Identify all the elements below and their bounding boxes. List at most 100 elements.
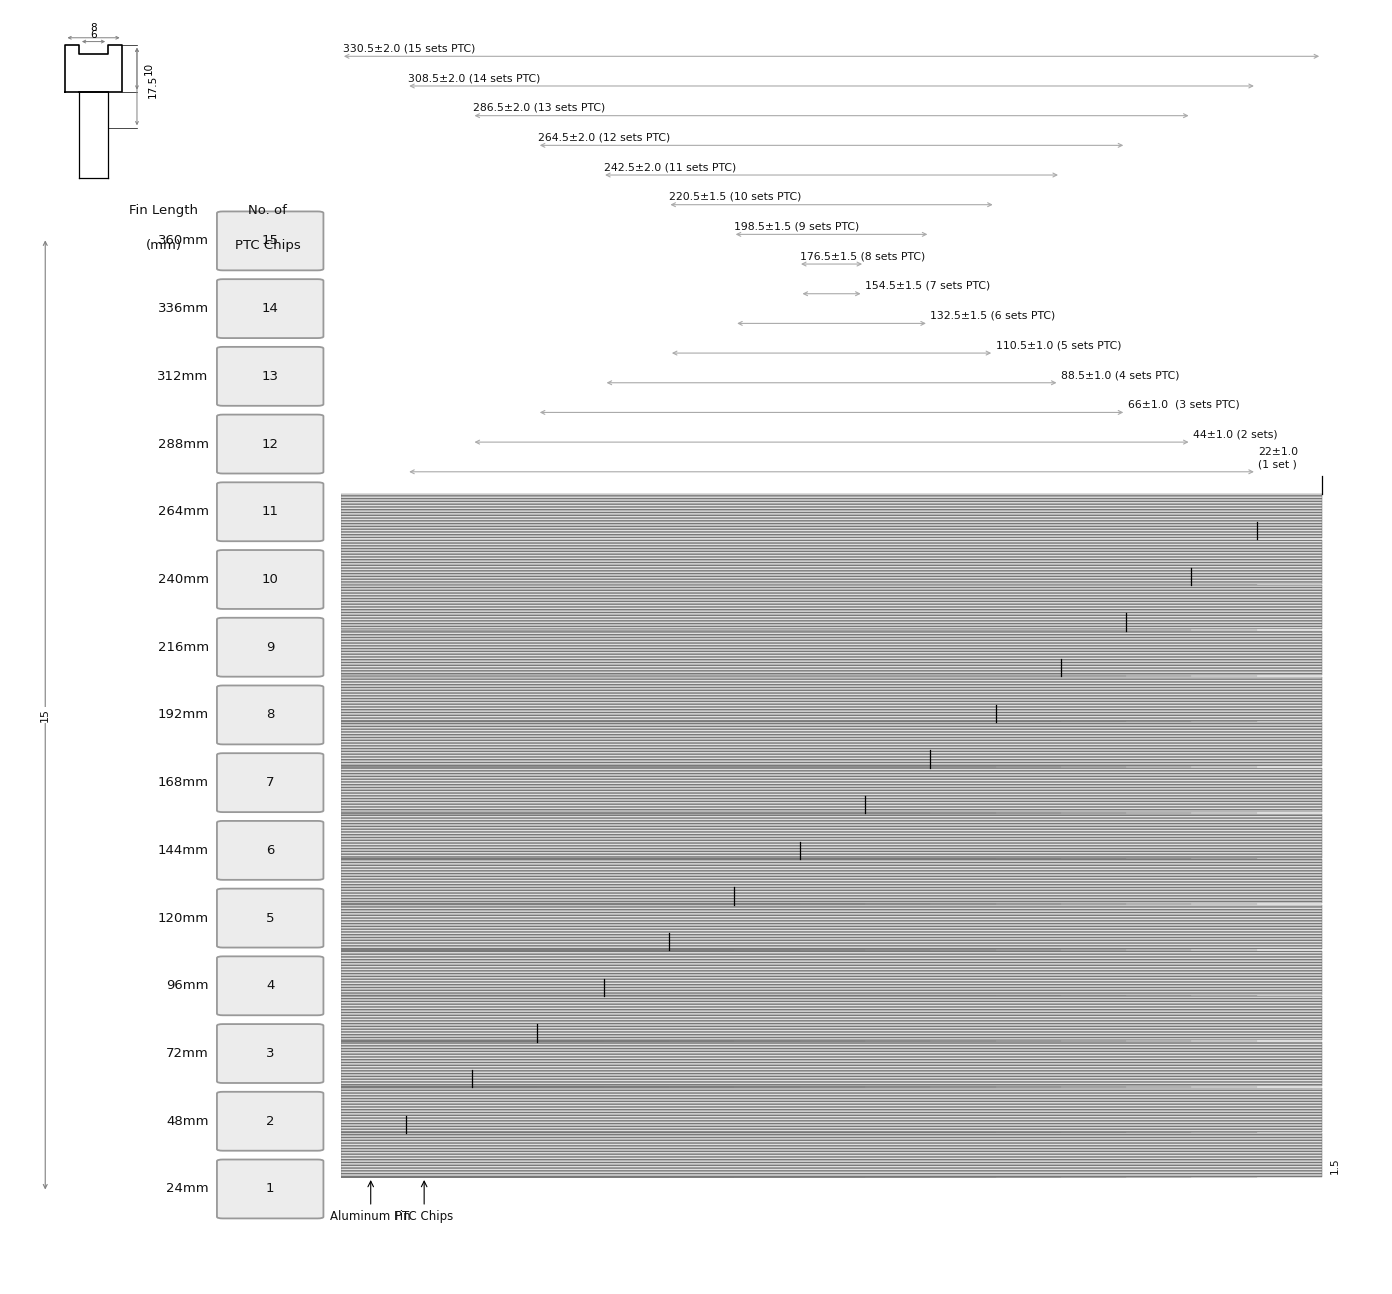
Bar [341, 1042, 995, 1086]
Bar [341, 722, 1322, 766]
Bar [341, 814, 995, 858]
Bar [341, 677, 1257, 721]
Text: 22±1.0
(1 set ): 22±1.0 (1 set ) [1258, 448, 1299, 468]
Bar [341, 996, 1126, 1040]
FancyBboxPatch shape [217, 686, 323, 744]
Bar [341, 859, 1126, 903]
Bar [341, 1042, 1126, 1086]
Bar [341, 859, 930, 903]
Bar [341, 722, 1061, 766]
Bar [341, 677, 1322, 721]
Bar [341, 677, 1192, 721]
Text: (mm): (mm) [146, 239, 182, 252]
Text: 7: 7 [266, 776, 274, 789]
Bar [341, 996, 1192, 1040]
Bar [341, 722, 1192, 766]
Bar [341, 905, 1061, 949]
Text: 10: 10 [262, 573, 278, 586]
Bar [341, 769, 1061, 811]
Bar [341, 1134, 472, 1178]
Bar [341, 1042, 864, 1086]
Bar [341, 951, 735, 995]
Bar [341, 1042, 930, 1086]
Text: 308.5±2.0 (14 sets PTC): 308.5±2.0 (14 sets PTC) [408, 74, 540, 83]
Bar [341, 814, 864, 858]
Text: 10: 10 [145, 62, 155, 75]
Bar [341, 1042, 1322, 1086]
Bar [341, 769, 1322, 811]
Bar [341, 722, 1126, 766]
FancyBboxPatch shape [217, 211, 323, 270]
Text: 176.5±1.5 (8 sets PTC): 176.5±1.5 (8 sets PTC) [799, 251, 924, 261]
Bar [341, 585, 1192, 629]
Text: 88.5±1.0 (4 sets PTC): 88.5±1.0 (4 sets PTC) [1061, 370, 1179, 380]
Bar [341, 1088, 472, 1131]
Bar [341, 1088, 670, 1131]
Text: 198.5±1.5 (9 sets PTC): 198.5±1.5 (9 sets PTC) [735, 221, 860, 232]
Bar [341, 859, 1322, 903]
Bar [341, 1134, 1192, 1178]
Bar [341, 1042, 799, 1086]
Bar [341, 631, 1192, 675]
Text: 6: 6 [90, 30, 97, 40]
Bar [341, 631, 1126, 675]
Bar [341, 1088, 1257, 1131]
Text: 110.5±1.0 (5 sets PTC): 110.5±1.0 (5 sets PTC) [995, 340, 1121, 351]
Bar [341, 722, 995, 766]
Bar [341, 1134, 1257, 1178]
Bar [341, 540, 1322, 584]
Text: 24mm: 24mm [166, 1183, 209, 1196]
Bar [341, 1042, 537, 1086]
Text: 312mm: 312mm [157, 370, 209, 383]
Bar [341, 905, 1257, 949]
Bar [341, 1042, 1257, 1086]
Bar [341, 905, 864, 949]
Text: 13: 13 [262, 370, 278, 383]
Bar [341, 996, 799, 1040]
Text: 144mm: 144mm [157, 844, 209, 857]
Bar [341, 951, 1126, 995]
Bar [341, 814, 1322, 858]
Bar [341, 769, 930, 811]
Bar [341, 1042, 735, 1086]
Bar [341, 951, 930, 995]
Text: 1: 1 [266, 1183, 274, 1196]
Bar [341, 996, 864, 1040]
Text: 360mm: 360mm [157, 234, 209, 247]
Bar [341, 1134, 406, 1178]
Bar [341, 1088, 1192, 1131]
Bar [341, 814, 1061, 858]
Text: 48mm: 48mm [166, 1114, 209, 1128]
Bar [341, 951, 1192, 995]
Bar [341, 996, 1322, 1040]
Text: 96mm: 96mm [166, 980, 209, 992]
Text: 15: 15 [40, 708, 50, 722]
Bar [341, 996, 604, 1040]
FancyBboxPatch shape [217, 1159, 323, 1219]
Bar [341, 1134, 930, 1178]
Text: 15: 15 [262, 234, 278, 247]
Text: 264.5±2.0 (12 sets PTC): 264.5±2.0 (12 sets PTC) [539, 132, 671, 142]
Bar [341, 1134, 735, 1178]
Bar [341, 540, 1257, 584]
Bar [341, 1042, 670, 1086]
Bar [341, 1088, 735, 1131]
Bar [341, 631, 1322, 675]
Bar [341, 859, 995, 903]
Bar [341, 951, 1322, 995]
Bar [341, 951, 670, 995]
Bar [341, 859, 1257, 903]
Text: No. of: No. of [248, 204, 287, 217]
Bar [341, 1088, 604, 1131]
Text: 8: 8 [266, 708, 274, 722]
Text: 154.5±1.5 (7 sets PTC): 154.5±1.5 (7 sets PTC) [864, 281, 990, 291]
Bar [341, 1042, 604, 1086]
Bar [341, 951, 799, 995]
Text: 4: 4 [266, 980, 274, 992]
Bar [341, 1134, 799, 1178]
Bar [341, 814, 1192, 858]
Bar [341, 905, 799, 949]
Bar [341, 677, 1126, 721]
Text: 240mm: 240mm [157, 573, 209, 586]
Text: 44±1.0 (2 sets): 44±1.0 (2 sets) [1193, 430, 1278, 440]
